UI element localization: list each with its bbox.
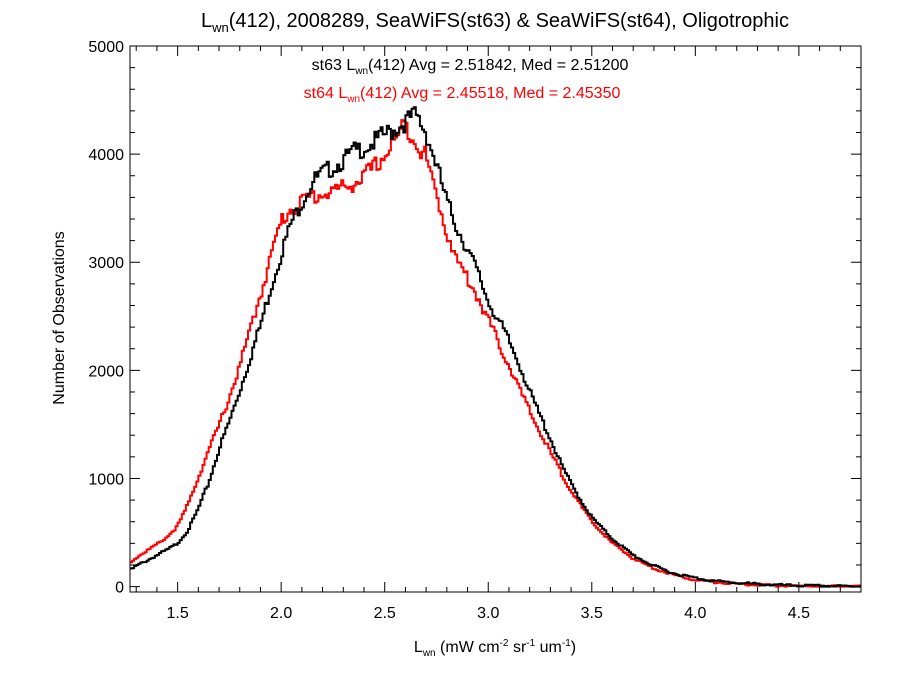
chart-title-main: L [201,10,212,32]
series-st64-line [130,119,861,588]
series-0-label: st63 Lwn(412) Avg = 2.51842, Med = 2.512… [312,57,629,77]
series-0-label-post: (412) Avg = 2.51842, Med = 2.51200 [368,57,628,74]
series-1-label: st64 Lwn(412) Avg = 2.45518, Med = 2.453… [304,85,621,105]
x-label-p1: (mW cm [436,639,500,656]
x-tick-label: 3.5 [581,605,603,622]
x-label-sup3: -1 [562,638,571,649]
series-0-label-sub: wn [354,66,368,77]
series-st63-line [130,106,861,588]
x-tick-label: 1.5 [167,605,189,622]
x-label-p3: um [535,639,562,656]
x-label-p2: sr [509,639,527,656]
chart-title-rest: (412), 2008289, SeaWiFS(st63) & SeaWiFS(… [229,10,789,32]
x-label-main: L [414,639,423,656]
y-tick-label: 4000 [88,147,124,164]
series-1-label-post: (412) Avg = 2.45518, Med = 2.45350 [360,85,620,102]
x-tick-label: 4.0 [684,605,706,622]
x-label-p4: ) [571,639,576,656]
x-tick-label: 2.0 [270,605,292,622]
x-axis-ticks: 1.5 2.0 2.5 3.0 3.5 4.0 4.5 [135,46,862,622]
x-label-sup1: -2 [500,638,509,649]
x-tick-label: 2.5 [374,605,396,622]
y-tick-label: 3000 [88,255,124,272]
y-tick-label: 0 [115,580,124,597]
x-label-sup2: -1 [526,638,535,649]
x-axis-label: Lwn (mW cm-2 sr-1 um-1) [414,638,576,659]
y-axis-ticks: 0 1000 2000 3000 4000 5000 [88,39,861,597]
series-1-label-sub: wn [346,94,360,105]
x-tick-label: 4.5 [788,605,810,622]
series-0-label-pre: st63 L [312,57,356,74]
y-tick-label: 2000 [88,363,124,380]
x-label-sub: wn [422,648,436,659]
plot-frame [129,45,862,593]
chart-title-sub: wn [211,20,229,35]
series-1-label-pre: st64 L [304,85,348,102]
y-tick-label: 5000 [88,39,124,56]
chart-title: Lwn(412), 2008289, SeaWiFS(st63) & SeaWi… [201,10,789,35]
y-axis-label: Number of Observations [51,231,68,404]
x-tick-label: 3.0 [477,605,499,622]
y-tick-label: 1000 [88,471,124,488]
